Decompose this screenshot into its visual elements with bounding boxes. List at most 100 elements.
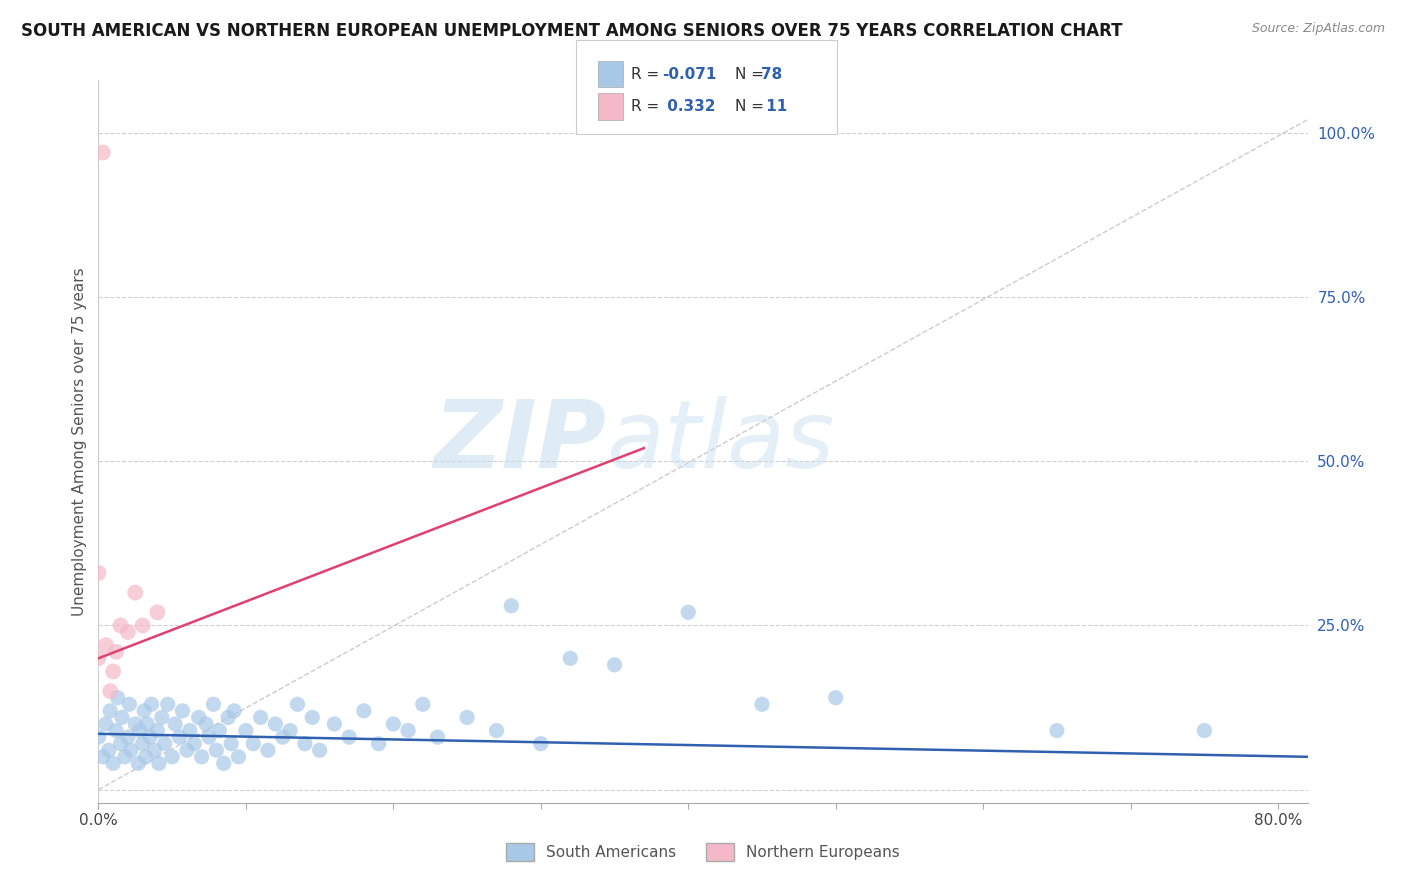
Point [485, 723, 508, 738]
Point [127, 756, 149, 771]
Point [212, 756, 235, 771]
Text: Source: ZipAtlas.com: Source: ZipAtlas.com [1251, 22, 1385, 36]
Point [148, 756, 170, 771]
Point [217, 710, 239, 724]
Point [118, 698, 141, 712]
Point [139, 730, 162, 744]
Text: SOUTH AMERICAN VS NORTHERN EUROPEAN UNEMPLOYMENT AMONG SENIORS OVER 75 YEARS COR: SOUTH AMERICAN VS NORTHERN EUROPEAN UNEM… [21, 22, 1122, 40]
Point [501, 599, 523, 613]
Point [107, 690, 129, 705]
Point [117, 730, 139, 744]
Point [219, 737, 242, 751]
Point [172, 704, 194, 718]
Point [114, 749, 136, 764]
Point [136, 717, 159, 731]
Point [143, 743, 166, 757]
Text: R =: R = [631, 99, 659, 113]
Point [323, 717, 346, 731]
Point [560, 651, 582, 665]
Point [135, 749, 157, 764]
Point [169, 730, 191, 744]
Point [117, 625, 139, 640]
Point [337, 730, 360, 744]
Point [176, 743, 198, 757]
Point [111, 710, 134, 724]
Point [249, 710, 271, 724]
Point [294, 737, 316, 751]
Point [456, 710, 478, 724]
Legend: South Americans, Northern Europeans: South Americans, Northern Europeans [501, 837, 905, 867]
Point [308, 743, 330, 757]
Point [264, 717, 287, 731]
Point [257, 743, 280, 757]
Point [87, 651, 110, 665]
Point [195, 717, 218, 731]
Point [101, 665, 124, 679]
Point [222, 704, 245, 718]
Point [183, 737, 205, 751]
Text: 0.332: 0.332 [662, 99, 716, 113]
Point [124, 585, 146, 599]
Point [150, 710, 173, 724]
Point [278, 723, 301, 738]
Point [91, 749, 114, 764]
Text: 78: 78 [761, 67, 782, 81]
Point [190, 749, 212, 764]
Point [271, 730, 294, 744]
Point [426, 730, 449, 744]
Point [235, 723, 257, 738]
Point [367, 737, 389, 751]
Point [131, 618, 153, 632]
Point [105, 645, 128, 659]
Point [98, 704, 121, 718]
Point [110, 737, 132, 751]
Point [1194, 723, 1216, 738]
Point [678, 605, 700, 619]
Point [94, 717, 117, 731]
Point [120, 743, 142, 757]
Point [131, 737, 153, 751]
Point [603, 657, 626, 672]
Point [153, 737, 176, 751]
Point [124, 717, 146, 731]
Point [98, 684, 121, 698]
Point [94, 638, 117, 652]
Point [160, 749, 183, 764]
Point [228, 749, 250, 764]
Point [202, 698, 225, 712]
Point [187, 710, 209, 724]
Point [105, 723, 128, 738]
Text: -0.071: -0.071 [662, 67, 717, 81]
Point [530, 737, 553, 751]
Point [301, 710, 323, 724]
Point [165, 717, 187, 731]
Y-axis label: Unemployment Among Seniors over 75 years: Unemployment Among Seniors over 75 years [72, 268, 87, 615]
Point [134, 704, 156, 718]
Point [751, 698, 773, 712]
Point [146, 723, 169, 738]
Point [1046, 723, 1069, 738]
Point [146, 605, 169, 619]
Point [141, 698, 163, 712]
Point [242, 737, 264, 751]
Text: ZIP: ZIP [433, 395, 606, 488]
Point [179, 723, 201, 738]
Point [101, 756, 124, 771]
Point [382, 717, 405, 731]
Point [353, 704, 375, 718]
Point [110, 618, 132, 632]
Point [97, 743, 120, 757]
Point [396, 723, 419, 738]
Point [198, 730, 221, 744]
Point [412, 698, 434, 712]
Point [287, 698, 309, 712]
Point [824, 690, 846, 705]
Text: 11: 11 [761, 99, 787, 113]
Point [87, 566, 110, 580]
Point [156, 698, 179, 712]
Point [91, 145, 114, 160]
Point [128, 723, 150, 738]
Point [87, 730, 110, 744]
Text: N =: N = [735, 99, 765, 113]
Text: atlas: atlas [606, 396, 835, 487]
